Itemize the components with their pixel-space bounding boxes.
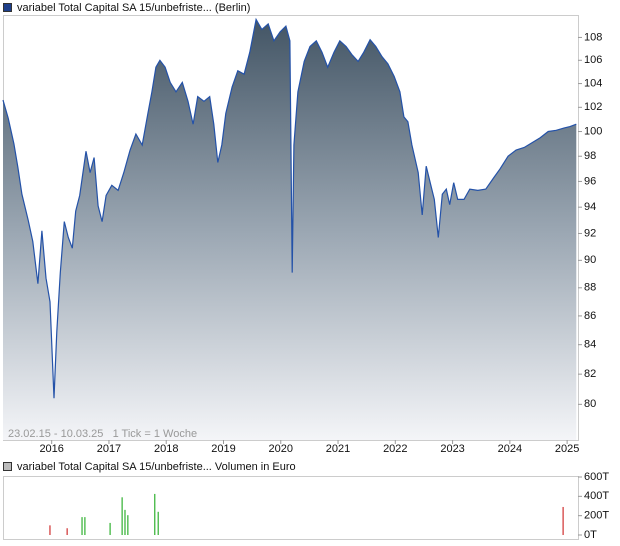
legend-swatch: [3, 3, 12, 12]
y-tick-label: 80: [584, 398, 596, 410]
y-tick-label: 92: [584, 227, 596, 239]
x-tick-label: 2021: [326, 443, 350, 455]
y-tick-label: 600T: [584, 471, 609, 483]
y-tick-label: 96: [584, 175, 596, 187]
volume-bar: [157, 511, 159, 535]
y-tick-label: 100: [584, 125, 602, 137]
x-tick-label: 2016: [39, 443, 63, 455]
x-tick-label: 2023: [440, 443, 464, 455]
annotation: 23.02.15 - 10.03.25 1 Tick = 1 Woche: [8, 428, 197, 440]
legend-label: variabel Total Capital SA 15/unbefriste.…: [17, 2, 250, 14]
y-tick-label: 108: [584, 31, 602, 43]
volume-bar: [81, 517, 83, 535]
y-tick-label: 102: [584, 101, 602, 113]
x-tick-label: 2018: [154, 443, 178, 455]
y-tick-label: 200T: [584, 510, 609, 522]
y-tick-label: 88: [584, 282, 596, 294]
x-tick-label: 2024: [498, 443, 522, 455]
volume-bar: [562, 506, 564, 535]
x-tick-label: 2017: [97, 443, 121, 455]
y-tick-label: 84: [584, 339, 596, 351]
volume-bar: [49, 525, 51, 535]
volume-bar: [124, 509, 126, 535]
y-tick-label: 98: [584, 150, 596, 162]
y-tick-label: 0T: [584, 529, 597, 541]
y-tick-label: 400T: [584, 490, 609, 502]
price-line: [2, 17, 577, 399]
marks: 80 82 84 86 88 90 92 94 96 98 100 102 104 106 108 2016 2…: [2, 17, 609, 541]
area-fill: [3, 19, 577, 440]
x-tick-label: 2020: [269, 443, 293, 455]
volume-bar: [121, 497, 123, 535]
x-tick-label: 2025: [555, 443, 579, 455]
x-tick-label: 2022: [383, 443, 407, 455]
x-tick-label: 2019: [211, 443, 235, 455]
volume-bar: [84, 517, 86, 535]
y-tick-label: 90: [584, 254, 596, 266]
y-tick-label: 94: [584, 201, 596, 213]
y-tick-label: 86: [584, 310, 596, 322]
legend-label: variabel Total Capital SA 15/unbefriste.…: [17, 461, 296, 473]
plot-frame: [3, 476, 579, 540]
y-tick-label: 106: [584, 54, 602, 66]
y-tick-label: 104: [584, 77, 602, 89]
volume-bar: [154, 493, 156, 535]
volume-bar: [109, 522, 111, 535]
volume-bar: [66, 528, 68, 535]
legend-swatch: [3, 462, 12, 471]
y-tick-label: 82: [584, 368, 596, 380]
volume-bar: [127, 515, 129, 535]
